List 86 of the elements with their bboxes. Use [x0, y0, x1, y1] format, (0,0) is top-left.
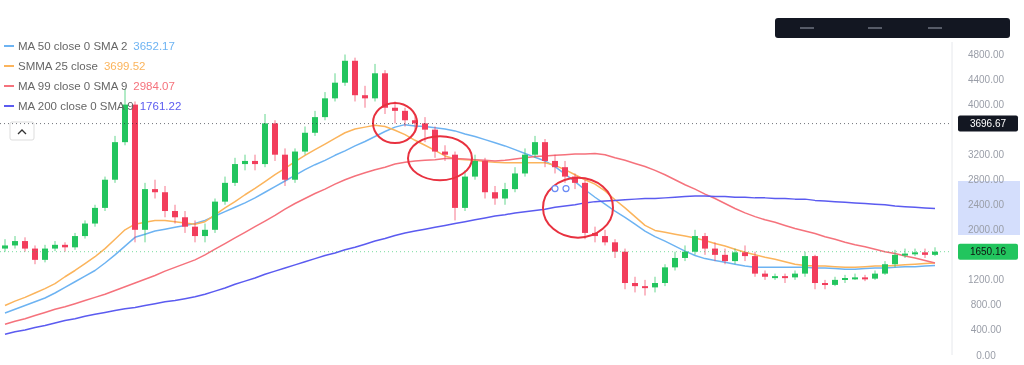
candlestick: [2, 238, 8, 253]
candlestick: [682, 244, 688, 262]
legend-label: MA 50 close 0 SMA 2: [18, 40, 128, 52]
line-series: [4, 195, 936, 336]
candlestick: [672, 251, 678, 271]
candlestick: [302, 126, 308, 156]
y-tick-label: 4000.00: [967, 99, 1005, 111]
candlestick: [532, 135, 538, 159]
candlestick: [322, 91, 328, 121]
candlestick: [222, 176, 228, 206]
candlestick: [362, 85, 368, 109]
candlestick: [172, 204, 178, 225]
candlestick: [442, 144, 448, 162]
candlestick: [22, 236, 28, 253]
candlestick: [422, 116, 428, 143]
y-tick-label: 2400.00: [967, 199, 1005, 211]
candlestick: [642, 279, 648, 297]
candlestick: [32, 244, 38, 265]
candlestick: [162, 185, 168, 218]
candlestick: [82, 219, 88, 240]
candlestick: [152, 179, 158, 199]
candlestick: [722, 248, 728, 265]
candlestick: [662, 263, 668, 287]
candlestick: [852, 273, 858, 281]
candlestick: [182, 210, 188, 234]
y-tick-label: 800.00: [970, 299, 1002, 311]
candlestick: [562, 160, 568, 184]
annotation: 3652.17: [133, 40, 175, 52]
candlestick: [652, 276, 658, 293]
candlestick: [772, 273, 778, 281]
candlestick: [402, 107, 408, 128]
y-tick-label: 2800.00: [967, 174, 1005, 186]
candlestick: [232, 157, 238, 187]
y-tick-label: 4800.00: [967, 49, 1005, 61]
candlestick: [932, 246, 938, 257]
legend-label: MA 99 close 0 SMA 9: [18, 80, 128, 92]
candlestick: [872, 269, 878, 281]
candlestick: [202, 223, 208, 243]
candlestick: [92, 204, 98, 228]
candlestick: [492, 185, 498, 206]
candlestick: [392, 100, 398, 124]
candlestick: [502, 182, 508, 206]
candlestick: [552, 154, 558, 174]
candlestick: [802, 251, 808, 278]
annotation: 2984.07: [133, 80, 175, 92]
candlestick: [602, 229, 608, 246]
y-tick-label: 4400.00: [967, 74, 1005, 86]
candlestick: [252, 154, 258, 171]
candlestick: [472, 154, 478, 181]
y-tick-label: 3200.00: [967, 149, 1005, 161]
candlestick: [312, 110, 318, 137]
legend-label: SMMA 25 close: [18, 60, 98, 72]
ref-line-label: 3696.67: [969, 118, 1007, 130]
candlestick: [522, 147, 528, 178]
candlestick: [922, 248, 928, 259]
candlestick: [912, 248, 918, 257]
candlestick: [752, 251, 758, 278]
candlestick: [842, 274, 848, 284]
candlestick: [612, 238, 618, 259]
candlestick: [632, 276, 638, 293]
candlestick: [712, 241, 718, 262]
candlestick: [862, 274, 868, 282]
ref-line-label: 1650.16: [969, 246, 1007, 258]
candlestick: [782, 273, 788, 284]
y-tick-label: 0.00: [976, 349, 997, 361]
candlestick: [822, 279, 828, 290]
candlestick: [742, 244, 748, 262]
candlestick: [692, 229, 698, 256]
candlestick: [432, 126, 438, 159]
candlestick: [332, 72, 338, 102]
candlestick: [762, 269, 768, 281]
annotation: 3699.52: [103, 60, 146, 72]
y-tick-label: 400.00: [970, 324, 1002, 336]
candlestick: [12, 235, 18, 250]
candlestick: [52, 240, 58, 252]
candlestick: [342, 54, 348, 87]
legend-label: MA 200 close 0 SMA 9: [18, 100, 134, 112]
y-tick-label: 2000.00: [967, 224, 1005, 236]
candlestick: [242, 154, 248, 171]
y-tick-label: 1200.00: [967, 274, 1005, 286]
candlestick: [542, 138, 548, 168]
candlestick: [512, 166, 518, 193]
candlestick: [702, 232, 708, 256]
annotation: 1761.22: [139, 100, 182, 112]
candlestick: [902, 248, 908, 259]
candlestick: [192, 219, 198, 243]
